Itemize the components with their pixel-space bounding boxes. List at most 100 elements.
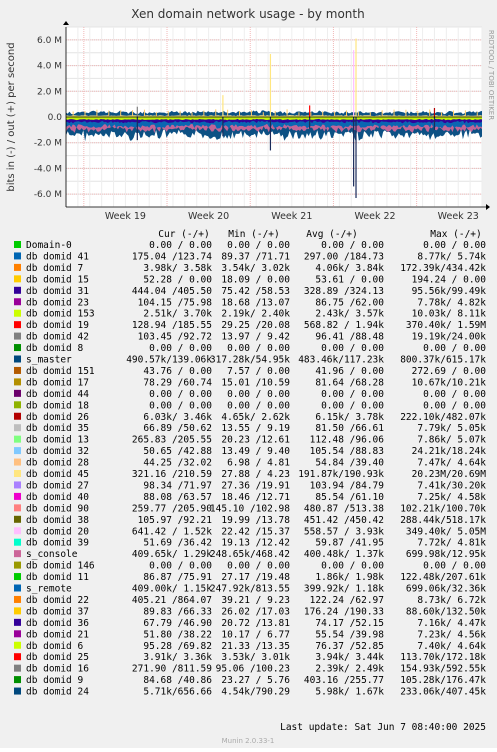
legend-series-name: s_master xyxy=(26,355,72,366)
chart-title: Xen domain network usage - by month xyxy=(131,7,364,21)
legend-value-cur: 86.87 /75.91 xyxy=(143,572,212,583)
legend-swatch xyxy=(14,641,21,649)
legend-value-avg: 105.54 /88.83 xyxy=(310,446,384,457)
legend-value-cur: 0.00 / 0.00 xyxy=(149,561,212,572)
y-tick-label: 6.0 M xyxy=(37,36,62,46)
legend-series-name: db domid 28 xyxy=(26,458,89,469)
legend-value-max: 7.40k/ 4.64k xyxy=(417,641,486,652)
legend-header-1: Min (-/+) xyxy=(228,229,279,240)
legend-value-cur: 3.98k/ 3.58k xyxy=(143,263,212,274)
legend-header-0: Cur (-/+) xyxy=(158,229,209,240)
legend-value-min: 0.00 / 0.00 xyxy=(227,240,290,251)
legend-swatch xyxy=(14,515,21,523)
legend-swatch xyxy=(14,366,21,374)
legend-value-avg: 81.50 /66.61 xyxy=(315,423,384,434)
legend-value-min: 19.13 /12.42 xyxy=(221,538,290,549)
legend-value-cur: 43.76 / 0.00 xyxy=(143,366,212,377)
legend-value-max: 699.06k/32.36k xyxy=(406,584,486,595)
legend-swatch xyxy=(14,263,21,271)
legend-value-avg: 81.64 /68.28 xyxy=(315,377,384,388)
legend-value-cur: 0.00 / 0.00 xyxy=(149,240,212,251)
legend-swatch xyxy=(14,241,21,248)
legend-value-cur: 641.42 / 1.52k xyxy=(132,526,212,537)
legend-series-name: db domid 16 xyxy=(26,664,89,675)
x-tick-label: Week 23 xyxy=(438,211,479,222)
legend-value-cur: 95.28 /69.82 xyxy=(143,641,212,652)
axes: 6.0 M 4.0 M 2.0 M 0.0 -2.0 M -4.0 M -6.0 M Week… xyxy=(34,21,490,222)
legend-value-max: 0.00 / 0.00 xyxy=(423,240,486,251)
legend-value-max: 102.21k/100.70k xyxy=(400,503,486,514)
legend-swatch xyxy=(14,344,21,352)
legend-value-max: 7.25k/ 4.58k xyxy=(417,492,486,503)
legend-swatch xyxy=(14,458,21,466)
legend-series-name: db domid 151 xyxy=(26,366,95,377)
legend-value-avg: 76.37 /52.85 xyxy=(315,641,384,652)
legend-value-avg: 483.46k/117.23k xyxy=(298,355,384,366)
legend-value-min: 26.02 /17.03 xyxy=(221,606,290,617)
series-area-out-s-master xyxy=(66,110,482,117)
legend-swatch xyxy=(14,481,21,489)
legend-value-avg: 55.54 /39.98 xyxy=(315,629,384,640)
legend-swatch xyxy=(14,664,21,672)
legend-value-avg: 112.48 /96.06 xyxy=(310,435,385,446)
legend-value-max: 10.03k/ 8.11k xyxy=(412,309,487,320)
legend-value-max: 7.86k/ 5.07k xyxy=(417,435,486,446)
legend-value-cur: 105.97 /92.21 xyxy=(138,515,213,526)
legend-value-avg: 96.41 /88.48 xyxy=(315,332,384,343)
legend-value-avg: 191.87k/190.93k xyxy=(298,469,384,480)
legend-swatch xyxy=(14,492,21,500)
x-tick-label: Week 21 xyxy=(271,211,312,222)
legend-series-name: db domid 153 xyxy=(26,309,95,320)
legend-series-name: Domain-0 xyxy=(26,240,72,251)
legend-value-min: 89.37 /71.71 xyxy=(221,251,290,262)
legend-value-max: 0.00 / 0.00 xyxy=(423,400,486,411)
legend-value-cur: 50.65 /42.88 xyxy=(143,446,212,457)
legend-swatch xyxy=(14,527,21,535)
legend-series-name: db domid 24 xyxy=(26,687,89,698)
legend-value-max: 272.69 / 0.00 xyxy=(412,366,487,377)
legend-value-avg: 54.84 /39.40 xyxy=(315,458,384,469)
legend-value-min: 317.28k/54.95k xyxy=(210,355,290,366)
legend-value-min: 18.68 /13.07 xyxy=(221,297,290,308)
legend-value-cur: 259.77 /205.90 xyxy=(132,503,212,514)
legend-value-min: 18.09 / 0.00 xyxy=(221,274,290,285)
legend-value-cur: 51.80 /38.22 xyxy=(143,629,212,640)
legend-value-avg: 3.94k/ 3.44k xyxy=(315,652,384,663)
legend-value-avg: 5.98k/ 1.67k xyxy=(315,687,384,698)
legend-value-min: 4.65k/ 2.62k xyxy=(221,412,290,423)
legend-value-min: 0.00 / 0.00 xyxy=(227,561,290,572)
last-update-text: Last update: Sat Jun 7 08:40:00 2025 xyxy=(280,722,486,733)
legend-swatch xyxy=(14,595,21,603)
legend-series-name: db domid 41 xyxy=(26,251,89,262)
legend-value-avg: 4.06k/ 3.84k xyxy=(315,263,384,274)
legend-series-name: db domid 26 xyxy=(26,412,89,423)
legend-series-name: db domid 146 xyxy=(26,561,95,572)
legend-value-avg: 2.43k/ 3.57k xyxy=(315,309,384,320)
x-tick-label: Week 19 xyxy=(105,211,146,222)
legend-swatch xyxy=(14,252,21,260)
legend-value-max: 154.93k/592.55k xyxy=(400,664,486,675)
legend-value-min: 20.72 /13.81 xyxy=(221,618,290,629)
legend-value-cur: 84.68 /40.86 xyxy=(143,675,212,686)
legend-series-name: db domid 38 xyxy=(26,515,89,526)
legend-value-min: 23.27 / 5.76 xyxy=(221,675,290,686)
legend-series-name: s_console xyxy=(26,549,78,560)
legend-series-name: db domid 15 xyxy=(26,274,89,285)
legend-series-name: db domid 27 xyxy=(26,480,89,491)
legend-series-name: db domid 8 xyxy=(26,343,83,354)
legend-series-name: db domid 36 xyxy=(26,618,89,629)
series-layer xyxy=(66,38,482,198)
legend-value-cur: 6.03k/ 3.46k xyxy=(143,412,212,423)
y-axis-arrow xyxy=(63,21,69,25)
legend-value-min: 7.57 / 0.00 xyxy=(227,366,290,377)
legend-value-avg: 6.15k/ 3.78k xyxy=(315,412,384,423)
legend-series-name: db domid 39 xyxy=(26,538,89,549)
legend-swatch xyxy=(14,504,21,512)
legend-series-name: db domid 31 xyxy=(26,286,89,297)
legend-value-min: 3.53k/ 3.01k xyxy=(221,652,290,663)
legend-value-min: 145.10 /102.98 xyxy=(210,503,290,514)
legend-value-cur: 321.16 /210.59 xyxy=(132,469,212,480)
legend-value-avg: 480.87 /513.38 xyxy=(304,503,384,514)
legend-value-min: 0.00 / 0.00 xyxy=(227,400,290,411)
legend-swatch xyxy=(14,389,21,397)
